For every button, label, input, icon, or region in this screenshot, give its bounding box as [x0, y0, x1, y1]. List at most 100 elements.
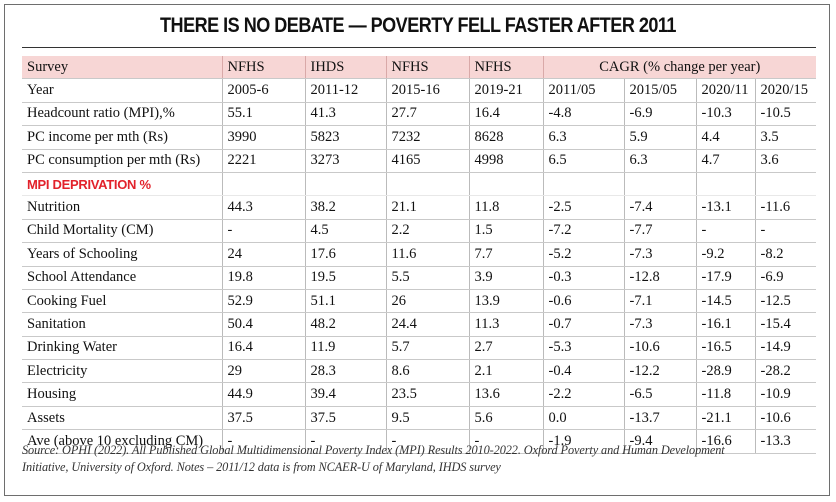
table-row: Assets 37.5 37.5 9.5 5.6 0.0 -13.7 -21.1 -10.6 [22, 406, 817, 431]
table-cell: 50.4 [221, 312, 305, 337]
table-cell: -6.9 [623, 102, 696, 127]
row-label: School Attendance [22, 266, 222, 290]
table-cell: - [385, 429, 469, 454]
table-cell: -0.3 [542, 266, 624, 290]
source-line: Initiative, University of Oxford. Notes … [22, 460, 501, 474]
header-year-cell: 2015/05 [623, 78, 696, 103]
header-survey-cell: NFHS [468, 56, 543, 80]
table-cell: 4.4 [695, 125, 755, 150]
table-cell: -13.3 [754, 429, 817, 454]
table-cell: 26 [385, 289, 469, 314]
table-cell: 13.6 [468, 382, 543, 407]
table-cell: -14.9 [754, 336, 817, 361]
table-cell: 24 [221, 242, 305, 267]
table-cell: -7.4 [623, 195, 696, 220]
table-cell: 11.9 [304, 336, 386, 361]
row-label: Assets [22, 406, 222, 431]
section-row: MPI DEPRIVATION % [22, 172, 817, 197]
table-cell: 6.3 [542, 125, 624, 150]
table-cell: 4165 [385, 149, 469, 173]
table-cell: -15.4 [754, 312, 817, 337]
table-row: Ave (above 10 excluding CM) - - - - -1.9 -9.4-… [22, 429, 817, 454]
table-cell: - [695, 219, 755, 244]
header-row-year: Year 2005-6 2011-12 2015-16 2019-21 2011… [22, 78, 817, 103]
table-cell: -16.5 [695, 336, 755, 361]
table-cell: -10.6 [754, 406, 817, 431]
table-cell: 51.1 [304, 289, 386, 314]
table-cell: 37.5 [304, 406, 386, 431]
table-cell: 11.8 [468, 195, 543, 220]
table-cell: -10.5 [754, 102, 817, 127]
table-cell: -7.2 [542, 219, 624, 244]
section-label: MPI DEPRIVATION % [22, 172, 222, 197]
table-cell: -12.2 [623, 359, 696, 384]
row-label: Headcount ratio (MPI),% [22, 102, 222, 127]
table-cell: 7.7 [468, 242, 543, 267]
table-cell: 3.9 [468, 266, 543, 290]
table-cell: -16.1 [695, 312, 755, 337]
table-cell: -0.7 [542, 312, 624, 337]
table-cell: 2.7 [468, 336, 543, 361]
row-label: Ave (above 10 excluding CM) [22, 429, 222, 454]
table-cell: 27.7 [385, 102, 469, 127]
table-cell: 44.9 [221, 382, 305, 407]
table-cell: -21.1 [695, 406, 755, 431]
table-cell: 2.2 [385, 219, 469, 244]
table-cell: -10.9 [754, 382, 817, 407]
table-cell: 8628 [468, 125, 543, 150]
table-cell: 38.2 [304, 195, 386, 220]
header-year-cell: 2015-16 [385, 78, 469, 103]
table-row: Housing 44.9 39.4 23.5 13.6 -2.2 -6.5 -11.8 -10.… [22, 382, 817, 407]
table-row: PC consumption per mth (Rs) 2221 3273 4165 4… [22, 149, 817, 173]
table-cell: -13.7 [623, 406, 696, 431]
table-cell: 19.8 [221, 266, 305, 290]
source-line: Source: OPHI (2022). All Published Globa… [22, 443, 725, 457]
header-year-cell: 2011-12 [304, 78, 386, 103]
source-note: Source: OPHI (2022). All Published Globa… [22, 442, 822, 476]
header-survey-cell: NFHS [385, 56, 469, 80]
table-cell: -7.1 [623, 289, 696, 314]
row-label: PC income per mth (Rs) [22, 125, 222, 150]
poverty-table: Survey NFHS IHDS NFHS NFHS CAGR (% chang… [22, 56, 817, 454]
empty-cell [221, 172, 305, 197]
table-cell: 24.4 [385, 312, 469, 337]
empty-cell [468, 172, 543, 197]
table-cell: 7232 [385, 125, 469, 150]
table-cell: 48.2 [304, 312, 386, 337]
table-row: Nutrition 44.3 38.2 21.1 11.8 -2.5 -7.4 -13.1 -1… [22, 195, 817, 220]
table-cell: -5.3 [542, 336, 624, 361]
table-cell: 3990 [221, 125, 305, 150]
table-cell: -14.5 [695, 289, 755, 314]
table-cell: -4.8 [542, 102, 624, 127]
table-cell: 17.6 [304, 242, 386, 267]
header-cagr: CAGR (% change per year) [542, 56, 817, 80]
table-row: School Attendance 19.8 19.5 5.5 3.9 -0.3 -12.8… [22, 266, 817, 290]
table-cell: -17.9 [695, 266, 755, 290]
table-cell: 5.5 [385, 266, 469, 290]
table-cell: -10.6 [623, 336, 696, 361]
table-cell: 37.5 [221, 406, 305, 431]
table-cell: 28.3 [304, 359, 386, 384]
header-survey-cell: IHDS [304, 56, 386, 80]
table-row: Drinking Water 16.4 11.9 5.7 2.7 -5.3 -10.6 -16… [22, 336, 817, 361]
table-row: PC income per mth (Rs) 3990 5823 7232 8628 6.… [22, 125, 817, 150]
row-label: Electricity [22, 359, 222, 384]
table-cell: 6.3 [623, 149, 696, 173]
table-cell: -9.4 [623, 429, 696, 454]
table-cell: - [221, 429, 305, 454]
header-survey-label: Survey [22, 56, 222, 80]
table-cell: 29 [221, 359, 305, 384]
row-label: Nutrition [22, 195, 222, 220]
table-cell: -12.8 [623, 266, 696, 290]
table-cell: - [221, 219, 305, 244]
table-cell: -12.5 [754, 289, 817, 314]
table-cell: -8.2 [754, 242, 817, 267]
table-cell: -11.8 [695, 382, 755, 407]
table-cell: -7.7 [623, 219, 696, 244]
row-label: Sanitation [22, 312, 222, 337]
header-year-cell: 2020/15 [754, 78, 817, 103]
table-cell: -7.3 [623, 312, 696, 337]
row-label: Drinking Water [22, 336, 222, 361]
table-cell: 19.5 [304, 266, 386, 290]
table-row: Years of Schooling 24 17.6 11.6 7.7 -5.2 -7.3-… [22, 242, 817, 267]
